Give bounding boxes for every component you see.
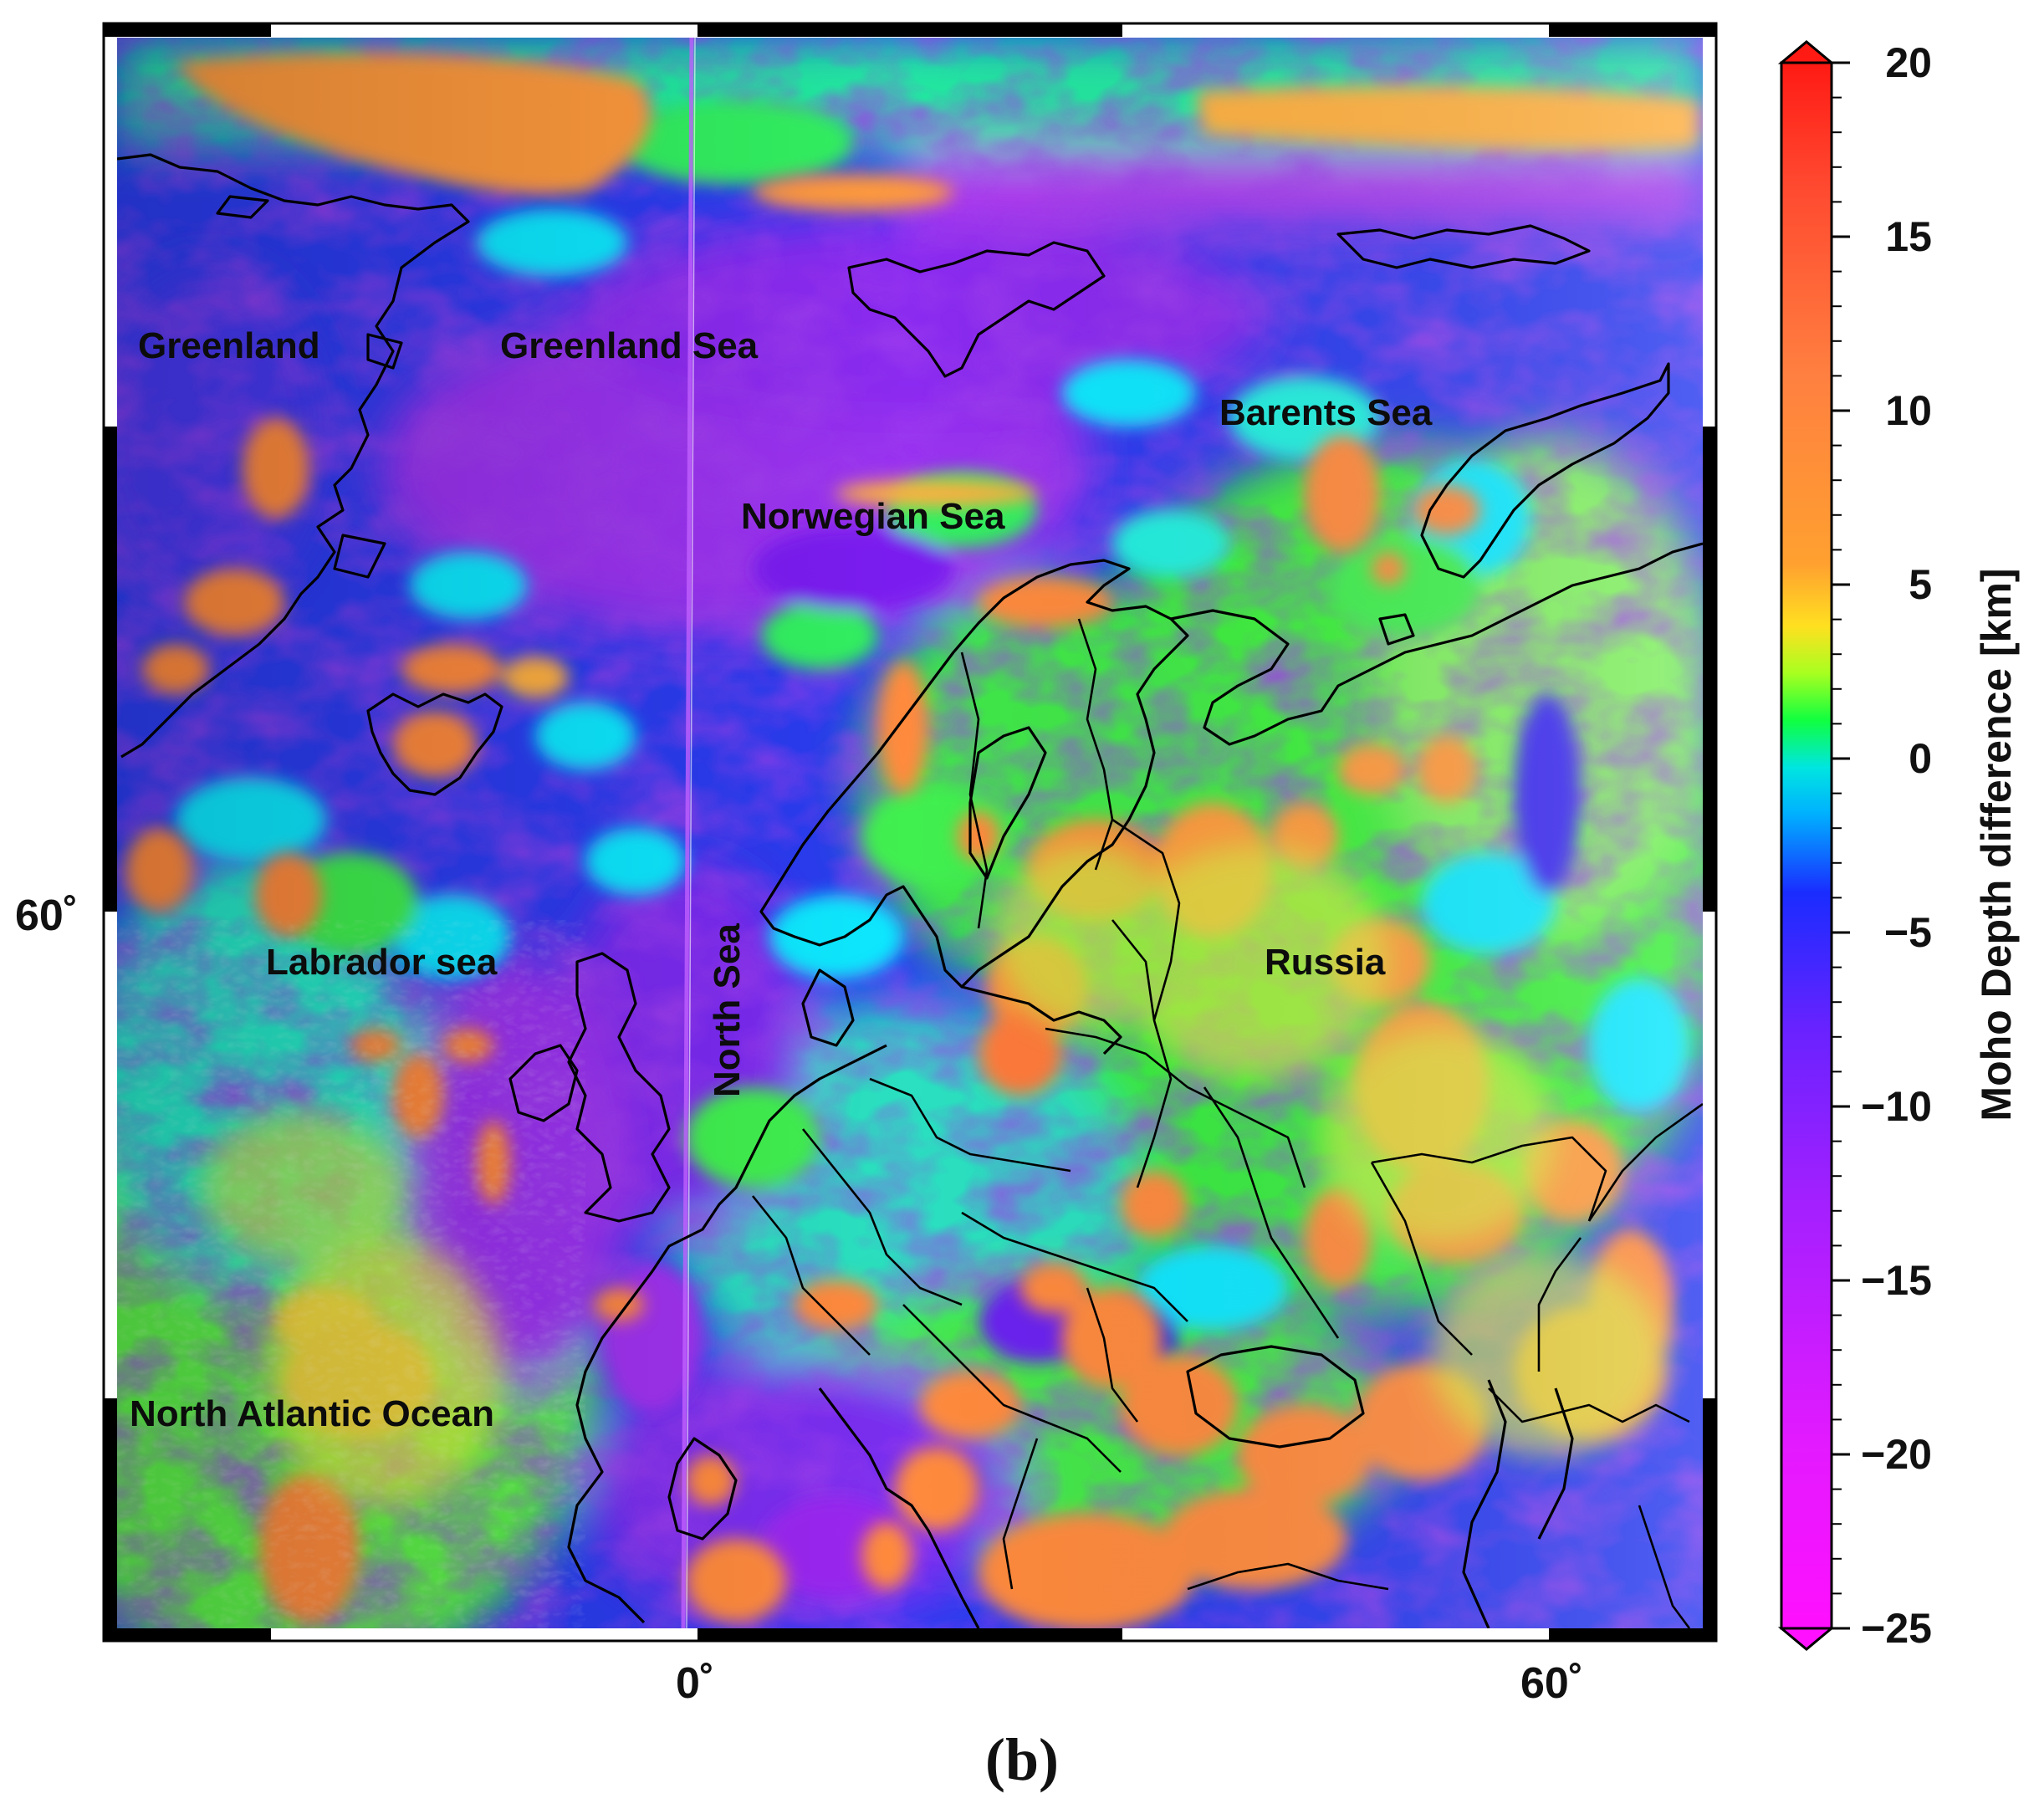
colorbar-title: Moho Depth difference [km] xyxy=(1973,568,2020,1121)
colorbar-tick-label: −20 xyxy=(1861,1431,1932,1478)
colorbar-tick-label: −10 xyxy=(1861,1083,1932,1130)
label-greenland: Greenland xyxy=(138,325,320,366)
lat-tick-60: 60˚ xyxy=(15,892,78,940)
label-north-sea: North Sea xyxy=(707,923,748,1097)
colorbar-tick-label: 10 xyxy=(1885,387,1932,434)
coastlines xyxy=(117,153,1703,1628)
label-russia: Russia xyxy=(1265,942,1386,983)
colorbar-tick-label: −25 xyxy=(1861,1605,1932,1652)
label-norwegian-sea: Norwegian Sea xyxy=(741,496,1005,537)
colorbar-tick-label: 15 xyxy=(1885,213,1932,260)
colorbar: 20 15 10 5 0 −5 −10 −15 −20 −25 Moho Depth differ… xyxy=(1777,39,2020,1652)
axis-ticks: 0˚ 60˚ 60˚ xyxy=(15,892,1583,1708)
colorbar-ramp xyxy=(1780,61,1833,1630)
country-borders xyxy=(751,618,1703,1628)
colorbar-tick-label: 0 xyxy=(1909,735,1932,782)
lon-tick-0: 0˚ xyxy=(676,1659,714,1708)
place-labels: Greenland Greenland Sea Barents Sea Norw… xyxy=(130,325,1433,1434)
colorbar-tick-label: −5 xyxy=(1884,909,1932,956)
panel-label: (b) xyxy=(985,1726,1059,1793)
colorbar-tick-label: 20 xyxy=(1885,39,1932,86)
moho-difference-map: Greenland Greenland Sea Barents Sea Norw… xyxy=(117,38,1703,1628)
colorbar-tick-label: 5 xyxy=(1909,561,1932,608)
colorbar-tick-label: −15 xyxy=(1861,1257,1932,1304)
label-greenland-sea: Greenland Sea xyxy=(500,325,759,366)
colorbar-bottom-arrow xyxy=(1777,1627,1836,1651)
label-labrador-sea: Labrador sea xyxy=(266,942,498,983)
lon-tick-60: 60˚ xyxy=(1520,1659,1583,1708)
colorbar-top-arrow xyxy=(1777,40,1836,64)
label-north-atlantic-ocean: North Atlantic Ocean xyxy=(130,1393,494,1434)
label-barents-sea: Barents Sea xyxy=(1219,392,1433,433)
